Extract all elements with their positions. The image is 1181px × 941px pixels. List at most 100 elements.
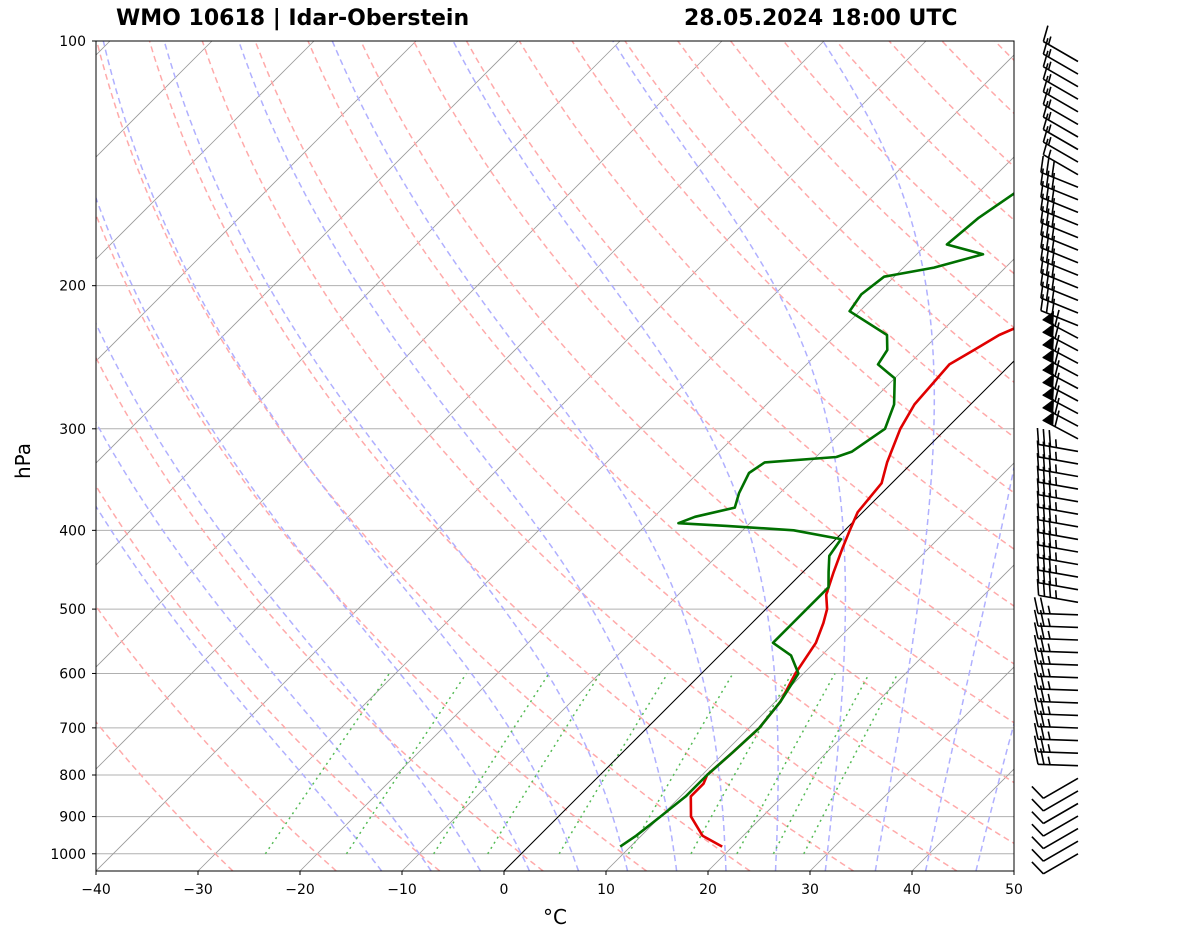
- barb-half-feather: [1047, 706, 1051, 715]
- y-tick-label: 600: [59, 666, 86, 682]
- barb-feather: [1036, 578, 1040, 596]
- wind-barb: [1042, 347, 1079, 377]
- barb-feather: [1042, 126, 1049, 143]
- wind-barb: [1036, 427, 1079, 453]
- dry-adiabat: [412, 41, 1014, 665]
- barb-staff: [1040, 259, 1079, 277]
- dry-adiabat: [96, 720, 234, 871]
- barb-feather: [1054, 334, 1060, 352]
- mixing-ratio-line: [345, 673, 468, 855]
- barb-staff: [1038, 569, 1079, 578]
- barb-staff: [1042, 840, 1079, 862]
- barb-staff: [1037, 625, 1079, 629]
- wind-barb: [1040, 168, 1079, 201]
- zero-isotherm: [503, 360, 1014, 871]
- barb-flag: [1042, 411, 1055, 426]
- wind-barb: [1042, 100, 1079, 138]
- barb-staff: [1038, 594, 1079, 604]
- barb-feather: [1036, 528, 1040, 546]
- barb-feather: [1033, 685, 1039, 702]
- y-axis-ticks: 100 200 300 400 500 600 700 800 900 1000: [50, 34, 96, 863]
- barb-feather: [1042, 479, 1046, 496]
- x-tick-label: 10: [597, 882, 615, 898]
- barb-half-feather: [1054, 564, 1058, 574]
- barb-half-feather: [1047, 743, 1051, 753]
- barb-half-feather: [1047, 61, 1052, 70]
- barb-feather: [1045, 158, 1050, 175]
- barb-feather: [1048, 455, 1052, 472]
- barb-feather: [1048, 580, 1052, 598]
- isotherm: [707, 564, 1014, 871]
- barb-half-feather: [1047, 718, 1051, 728]
- sounding-series: [619, 191, 1014, 848]
- barb-staff: [1042, 406, 1079, 427]
- wind-barb: [1042, 138, 1079, 176]
- wind-barb: [1033, 647, 1079, 666]
- barb-flag: [1042, 373, 1055, 388]
- wind-barb: [1031, 827, 1079, 850]
- barb-feather: [1051, 223, 1056, 240]
- barb-staff: [1038, 493, 1079, 503]
- wind-barb: [1036, 503, 1079, 528]
- x-tick-label: −40: [81, 882, 111, 898]
- barb-feather: [1045, 258, 1050, 276]
- barb-staff: [1038, 456, 1079, 465]
- isotherm: [96, 41, 315, 260]
- dry-adiabat: [1048, 41, 1181, 871]
- mixing-ratio-line: [627, 673, 734, 855]
- isotherm: [809, 666, 1014, 871]
- barb-staff: [1042, 78, 1079, 100]
- barb-feather: [1042, 454, 1046, 471]
- y-axis-label: hPa: [11, 443, 35, 479]
- dry-adiabat: [96, 356, 544, 871]
- barb-flag: [1042, 386, 1055, 401]
- wind-barb: [1036, 515, 1079, 541]
- barb-feather: [1045, 195, 1050, 213]
- moist-adiabat: [163, 41, 629, 871]
- wind-barb: [1042, 397, 1079, 427]
- barb-staff: [1040, 196, 1079, 214]
- barb-feather: [1040, 268, 1044, 286]
- barb-feather: [1051, 286, 1056, 303]
- barb-staff: [1042, 827, 1079, 850]
- barb-feather: [1033, 609, 1039, 627]
- barb-staff: [1037, 713, 1079, 717]
- barb-flag: [1042, 323, 1055, 338]
- mixing-ratio-line: [558, 673, 669, 855]
- barb-staff: [1040, 184, 1079, 201]
- isotherm: [401, 258, 1014, 871]
- barb-feather: [1033, 722, 1039, 740]
- wind-barb: [1040, 256, 1079, 289]
- isotherm: [96, 41, 519, 464]
- barb-feather: [1036, 453, 1040, 470]
- barb-staff: [1037, 637, 1079, 641]
- barb-feather: [1054, 397, 1060, 415]
- barb-feather: [1045, 208, 1050, 225]
- barb-staff: [1037, 738, 1079, 742]
- wind-barb: [1040, 206, 1079, 239]
- barb-staff: [1042, 53, 1079, 75]
- barb-feather: [1033, 735, 1039, 752]
- wind-barb: [1042, 38, 1079, 75]
- barb-half-feather: [1054, 527, 1058, 536]
- moist-adiabat: [237, 41, 678, 871]
- barb-staff: [1042, 66, 1079, 88]
- barb-staff: [1042, 141, 1079, 163]
- barb-feather: [1036, 541, 1040, 558]
- barb-feather: [1031, 848, 1044, 862]
- barb-feather: [1042, 542, 1046, 559]
- wind-barb: [1040, 155, 1079, 189]
- barb-half-feather: [1047, 756, 1051, 765]
- barb-staff: [1042, 331, 1079, 352]
- barb-feather: [1039, 748, 1045, 765]
- x-tick-label: −10: [387, 882, 417, 898]
- barb-half-feather: [1047, 605, 1051, 614]
- barb-feather: [1033, 634, 1039, 652]
- barb-half-feather: [1054, 489, 1058, 498]
- isotherm: [911, 768, 1014, 871]
- barb-staff: [1042, 394, 1079, 415]
- wind-barb: [1036, 578, 1079, 604]
- barb-half-feather: [1047, 643, 1051, 652]
- y-tick-label: 200: [59, 279, 86, 295]
- dry-adiabat: [677, 41, 1014, 384]
